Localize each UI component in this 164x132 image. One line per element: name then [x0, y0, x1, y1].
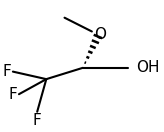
Text: F: F — [9, 87, 17, 102]
Text: O: O — [94, 27, 106, 42]
Text: F: F — [3, 64, 11, 79]
Text: OH: OH — [136, 60, 159, 75]
Text: F: F — [33, 113, 41, 128]
